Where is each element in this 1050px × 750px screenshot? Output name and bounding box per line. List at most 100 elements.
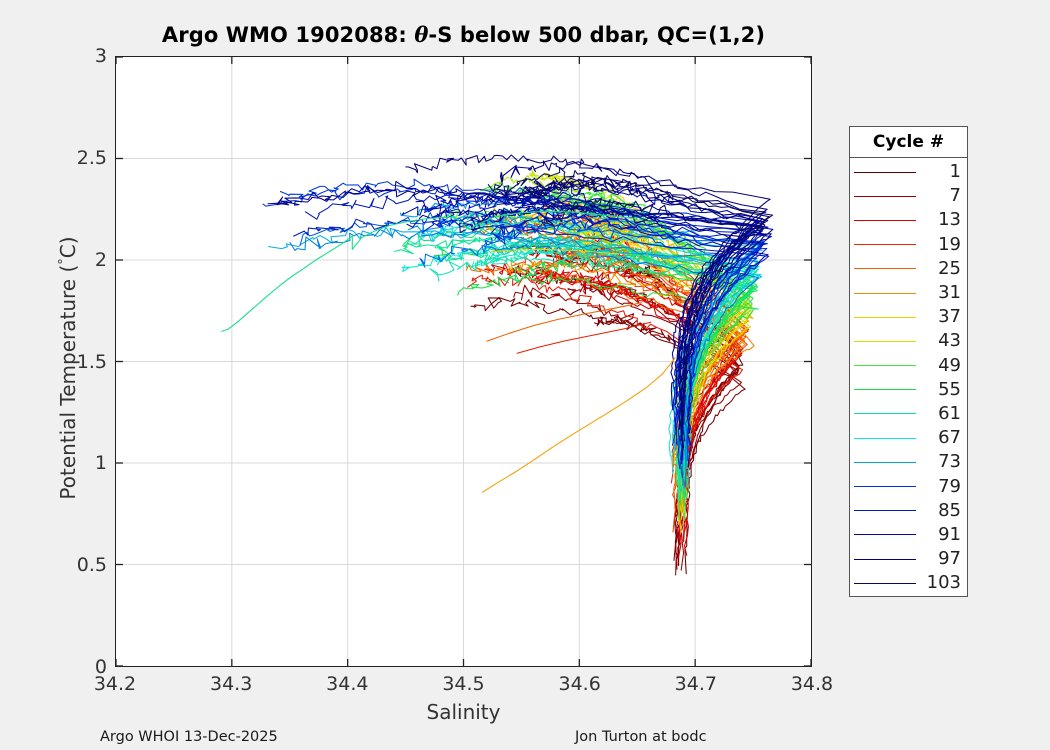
legend-item-label: 7 (949, 185, 961, 207)
legend-color-swatch (854, 195, 916, 197)
y-tick-label: 1 (94, 452, 107, 475)
legend-title: Cycle # (850, 127, 967, 158)
legend-item-label: 1 (949, 161, 961, 183)
profile-line (423, 197, 772, 446)
legend-item[interactable]: 97 (850, 547, 967, 571)
legend-color-swatch (854, 389, 916, 391)
legend-item[interactable]: 31 (850, 281, 967, 305)
legend-color-swatch (854, 268, 916, 270)
profile-line (401, 195, 765, 398)
legend-item-label: 103 (926, 572, 961, 594)
legend-item[interactable]: 55 (850, 378, 967, 402)
y-axis-label: Potential Temperature (°C) (56, 62, 80, 674)
x-tick-label: 34.7 (674, 673, 717, 695)
footer-left-text: Argo WHOI 13-Dec-2025 (100, 729, 278, 745)
legend-color-swatch (854, 437, 916, 439)
legend-color-swatch (854, 413, 916, 415)
legend-item[interactable]: 37 (850, 305, 967, 329)
legend-color-swatch (854, 219, 916, 221)
x-tick-label: 34.3 (210, 673, 253, 695)
profile-line (432, 197, 764, 468)
legend-item[interactable]: 61 (850, 402, 967, 426)
legend-color-swatch (854, 558, 916, 560)
profile-line (578, 190, 753, 521)
page-title: Argo WMO 1902088: θ-S below 500 dbar, QC… (115, 22, 812, 47)
legend-item[interactable]: 13 (850, 208, 967, 232)
legend-item[interactable]: 49 (850, 354, 967, 378)
profile-line (268, 227, 758, 463)
profile-line (484, 181, 769, 411)
legend-item[interactable]: 1 (850, 160, 967, 184)
legend-color-swatch (854, 461, 916, 463)
legend-color-swatch (854, 316, 916, 318)
legend-item[interactable]: 19 (850, 233, 967, 257)
plot-area (115, 56, 812, 667)
profile-line (484, 262, 743, 535)
profile-line (459, 203, 772, 401)
legend-item[interactable]: 67 (850, 426, 967, 450)
legend-item[interactable]: 73 (850, 450, 967, 474)
legend-item-label: 79 (938, 475, 961, 497)
x-tick-label: 34.6 (558, 673, 601, 695)
y-tick-label: 0.5 (76, 554, 107, 577)
profile-line-stray (486, 302, 642, 342)
profile-line (487, 167, 774, 448)
profile-line (289, 229, 759, 486)
profile-line-outlier (221, 210, 635, 332)
profile-line-stray (481, 357, 676, 493)
y-tick-label: 2.5 (76, 146, 107, 169)
y-tick-label: 2 (94, 248, 107, 271)
profile-line (540, 197, 765, 438)
legend-color-swatch (854, 510, 916, 512)
legend-color-swatch (854, 244, 916, 246)
x-axis-label: Salinity (426, 700, 501, 724)
legend-color-swatch (854, 292, 916, 294)
x-tick-label: 34.4 (326, 673, 369, 695)
title-prefix: Argo WMO 1902088: (161, 23, 415, 47)
legend-item-label: 49 (938, 354, 961, 376)
legend-item[interactable]: 43 (850, 329, 967, 353)
legend-item-label: 19 (938, 233, 961, 255)
legend-item-label: 67 (938, 427, 961, 449)
footer-right-text: Jon Turton at bodc (575, 729, 707, 745)
y-axis-label-prefix: Potential Temperature ( (56, 264, 80, 500)
legend-item[interactable]: 91 (850, 523, 967, 547)
profile-line (437, 216, 759, 488)
x-tick-label: 34.8 (790, 673, 834, 695)
title-suffix: -S below 500 dbar, QC=(1,2) (428, 23, 766, 47)
legend-item[interactable]: 79 (850, 474, 967, 498)
profile-line-stray (491, 248, 619, 255)
legend-item-label: 13 (938, 209, 961, 231)
x-axis-ticks: 34.2 34.3 34.4 34.5 34.6 34.7 34.8 (0, 673, 1050, 701)
profile-line (473, 204, 767, 461)
legend-item-label: 61 (938, 402, 961, 424)
x-tick-label: 34.2 (93, 673, 137, 695)
title-theta-symbol: θ (414, 22, 429, 47)
legend-item-label: 73 (938, 451, 961, 473)
legend-item-label: 85 (938, 499, 961, 521)
legend-item[interactable]: 7 (850, 184, 967, 208)
legend-items: 1 7 13 19 25 31 37 43 49 55 61 67 73 79 85 91 97 103 (850, 158, 967, 596)
legend-color-swatch (854, 486, 916, 488)
y-tick-label: 3 (94, 45, 107, 67)
legend: Cycle # 1 7 13 19 25 31 37 43 49 55 61 67 73 79 85 91 97… (849, 126, 968, 597)
legend-color-swatch (854, 340, 916, 342)
legend-item[interactable]: 103 (850, 571, 967, 595)
legend-item[interactable]: 25 (850, 257, 967, 281)
profile-line (532, 175, 770, 396)
legend-item-label: 37 (938, 306, 961, 328)
legend-item-label: 55 (938, 378, 961, 400)
data-layer (221, 154, 774, 576)
legend-item-label: 43 (938, 330, 961, 352)
profile-line (406, 208, 769, 465)
x-tick-label: 34.5 (442, 673, 485, 695)
legend-item[interactable]: 85 (850, 499, 967, 523)
profile-line (409, 219, 758, 475)
profile-line (293, 218, 770, 470)
legend-color-swatch (854, 365, 916, 367)
legend-color-swatch (854, 534, 916, 536)
legend-color-swatch (854, 171, 916, 173)
degree-icon: ° (56, 258, 72, 265)
legend-item-label: 91 (938, 523, 961, 545)
y-tick-label: 0 (94, 656, 107, 678)
